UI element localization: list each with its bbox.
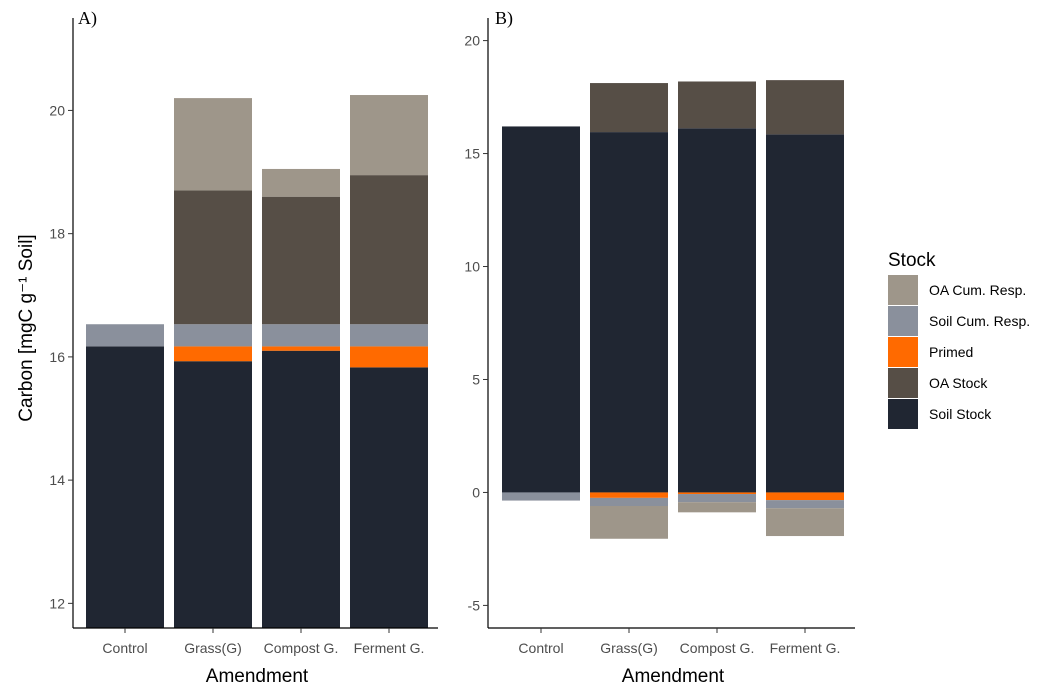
bar-segment-control-soil-stock: [86, 346, 164, 628]
bar-segment-ferment-g-soil-cum-resp: [766, 500, 844, 509]
y-tick-label: 14: [49, 472, 65, 488]
y-tick-label: 15: [464, 146, 480, 162]
legend-label-soil-cum-resp: Soil Cum. Resp.: [929, 313, 1030, 329]
x-tick-label: Ferment G.: [354, 640, 425, 656]
bar-segment-compost-g-primed: [262, 346, 340, 351]
y-tick-label: 10: [464, 259, 480, 275]
bar-segment-ferment-g-soil-stock: [766, 134, 844, 493]
bar-segment-grass-g-soil-cum-resp: [590, 497, 668, 506]
bar-segment-grass-g-soil-stock: [174, 361, 252, 628]
x-axis-title: Amendment: [622, 666, 725, 684]
bar-segment-compost-g-oa-stock: [678, 81, 756, 129]
bar-segment-compost-g-soil-cum-resp: [678, 494, 756, 503]
bar-segment-ferment-g-oa-cum-resp: [766, 508, 844, 537]
bar-segment-compost-g-oa-cum-resp: [678, 502, 756, 513]
bar-segment-ferment-g-primed: [766, 492, 844, 501]
legend-label-primed: Primed: [929, 344, 973, 360]
y-tick-label: 0: [472, 484, 480, 500]
legend-title: Stock: [888, 250, 936, 271]
bar-segment-ferment-g-soil-stock: [350, 367, 428, 628]
bar-segment-compost-g-primed: [678, 492, 756, 495]
bar-segment-ferment-g-primed: [350, 346, 428, 368]
bar-segment-compost-g-oa-cum-resp: [262, 168, 340, 197]
x-tick-label: Grass(G): [600, 640, 658, 656]
y-tick-label: 18: [49, 226, 65, 242]
y-axis-title: Carbon [mgC g⁻¹ Soil]: [16, 234, 37, 421]
legend-swatch-oa-stock: [888, 368, 918, 398]
bar-segment-compost-g-soil-cum-resp: [262, 324, 340, 347]
legend: Stock OA Cum. Resp. Soil Cum. Resp. Primed O…: [888, 250, 1030, 429]
bar-segment-control-soil-cum-resp: [86, 324, 164, 347]
x-tick-label: Compost G.: [680, 640, 755, 656]
legend-swatch-soil-cum-resp: [888, 306, 918, 336]
panel-b: B) -5 0 5 10 15 20 Control Grass(G) Compost G. Fer…: [464, 8, 855, 687]
y-tick-label: 20: [464, 33, 480, 49]
bar-segment-compost-g-soil-stock: [262, 350, 340, 628]
bar-segment-compost-g-soil-stock: [678, 128, 756, 493]
x-tick-label: Compost G.: [264, 640, 339, 656]
bar-segment-grass-g-oa-cum-resp: [590, 506, 668, 539]
legend-label-oa-stock: OA Stock: [929, 375, 988, 391]
legend-swatch-soil-stock: [888, 399, 918, 429]
bar-segment-grass-g-primed: [590, 492, 668, 498]
bar-segment-grass-g-soil-cum-resp: [174, 324, 252, 347]
bar-segment-grass-g-soil-stock: [590, 132, 668, 493]
bar-segment-ferment-g-soil-cum-resp: [350, 324, 428, 347]
panel-a: A) 12 14 16 18 20 Control Grass(G) Compost G. Fer…: [16, 8, 438, 687]
bar-segment-ferment-g-oa-cum-resp: [350, 95, 428, 176]
bar-segment-compost-g-oa-stock: [262, 196, 340, 325]
legend-label-oa-cum-resp: OA Cum. Resp.: [929, 282, 1026, 298]
x-tick-label: Control: [102, 640, 147, 656]
x-axis-title: Amendment: [206, 666, 309, 684]
y-tick-label: 20: [49, 102, 65, 118]
x-tick-label: Grass(G): [184, 640, 242, 656]
bar-segment-control-soil-cum-resp: [502, 492, 580, 501]
bar-segment-ferment-g-oa-stock: [350, 175, 428, 325]
y-tick-label: 12: [49, 595, 65, 611]
bar-segment-grass-g-oa-stock: [590, 83, 668, 133]
legend-swatch-oa-cum-resp: [888, 275, 918, 305]
y-tick-label: 16: [49, 349, 65, 365]
legend-swatch-primed: [888, 337, 918, 367]
bar-segment-ferment-g-oa-stock: [766, 80, 844, 135]
bar-segment-control-soil-stock: [502, 126, 580, 493]
bar-segment-grass-g-oa-cum-resp: [174, 98, 252, 191]
panel-tag: B): [495, 8, 513, 29]
bar-segment-grass-g-primed: [174, 346, 252, 362]
x-tick-label: Ferment G.: [770, 640, 841, 656]
legend-label-soil-stock: Soil Stock: [929, 406, 992, 422]
y-tick-label: 5: [472, 371, 480, 387]
x-tick-label: Control: [518, 640, 563, 656]
panel-tag: A): [78, 8, 97, 29]
y-tick-label: -5: [468, 597, 481, 613]
bar-segment-grass-g-oa-stock: [174, 190, 252, 325]
